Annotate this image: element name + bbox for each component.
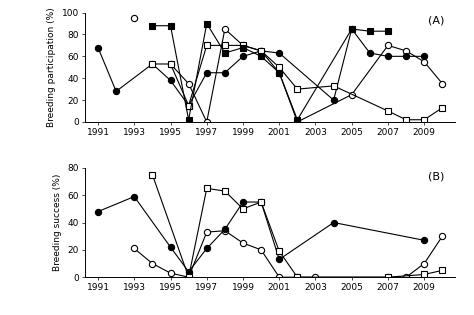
Y-axis label: Breeding success (%): Breeding success (%)	[53, 174, 62, 271]
Y-axis label: Breeding participation (%): Breeding participation (%)	[47, 7, 56, 127]
Text: (A): (A)	[428, 16, 444, 26]
Text: (B): (B)	[428, 171, 444, 181]
